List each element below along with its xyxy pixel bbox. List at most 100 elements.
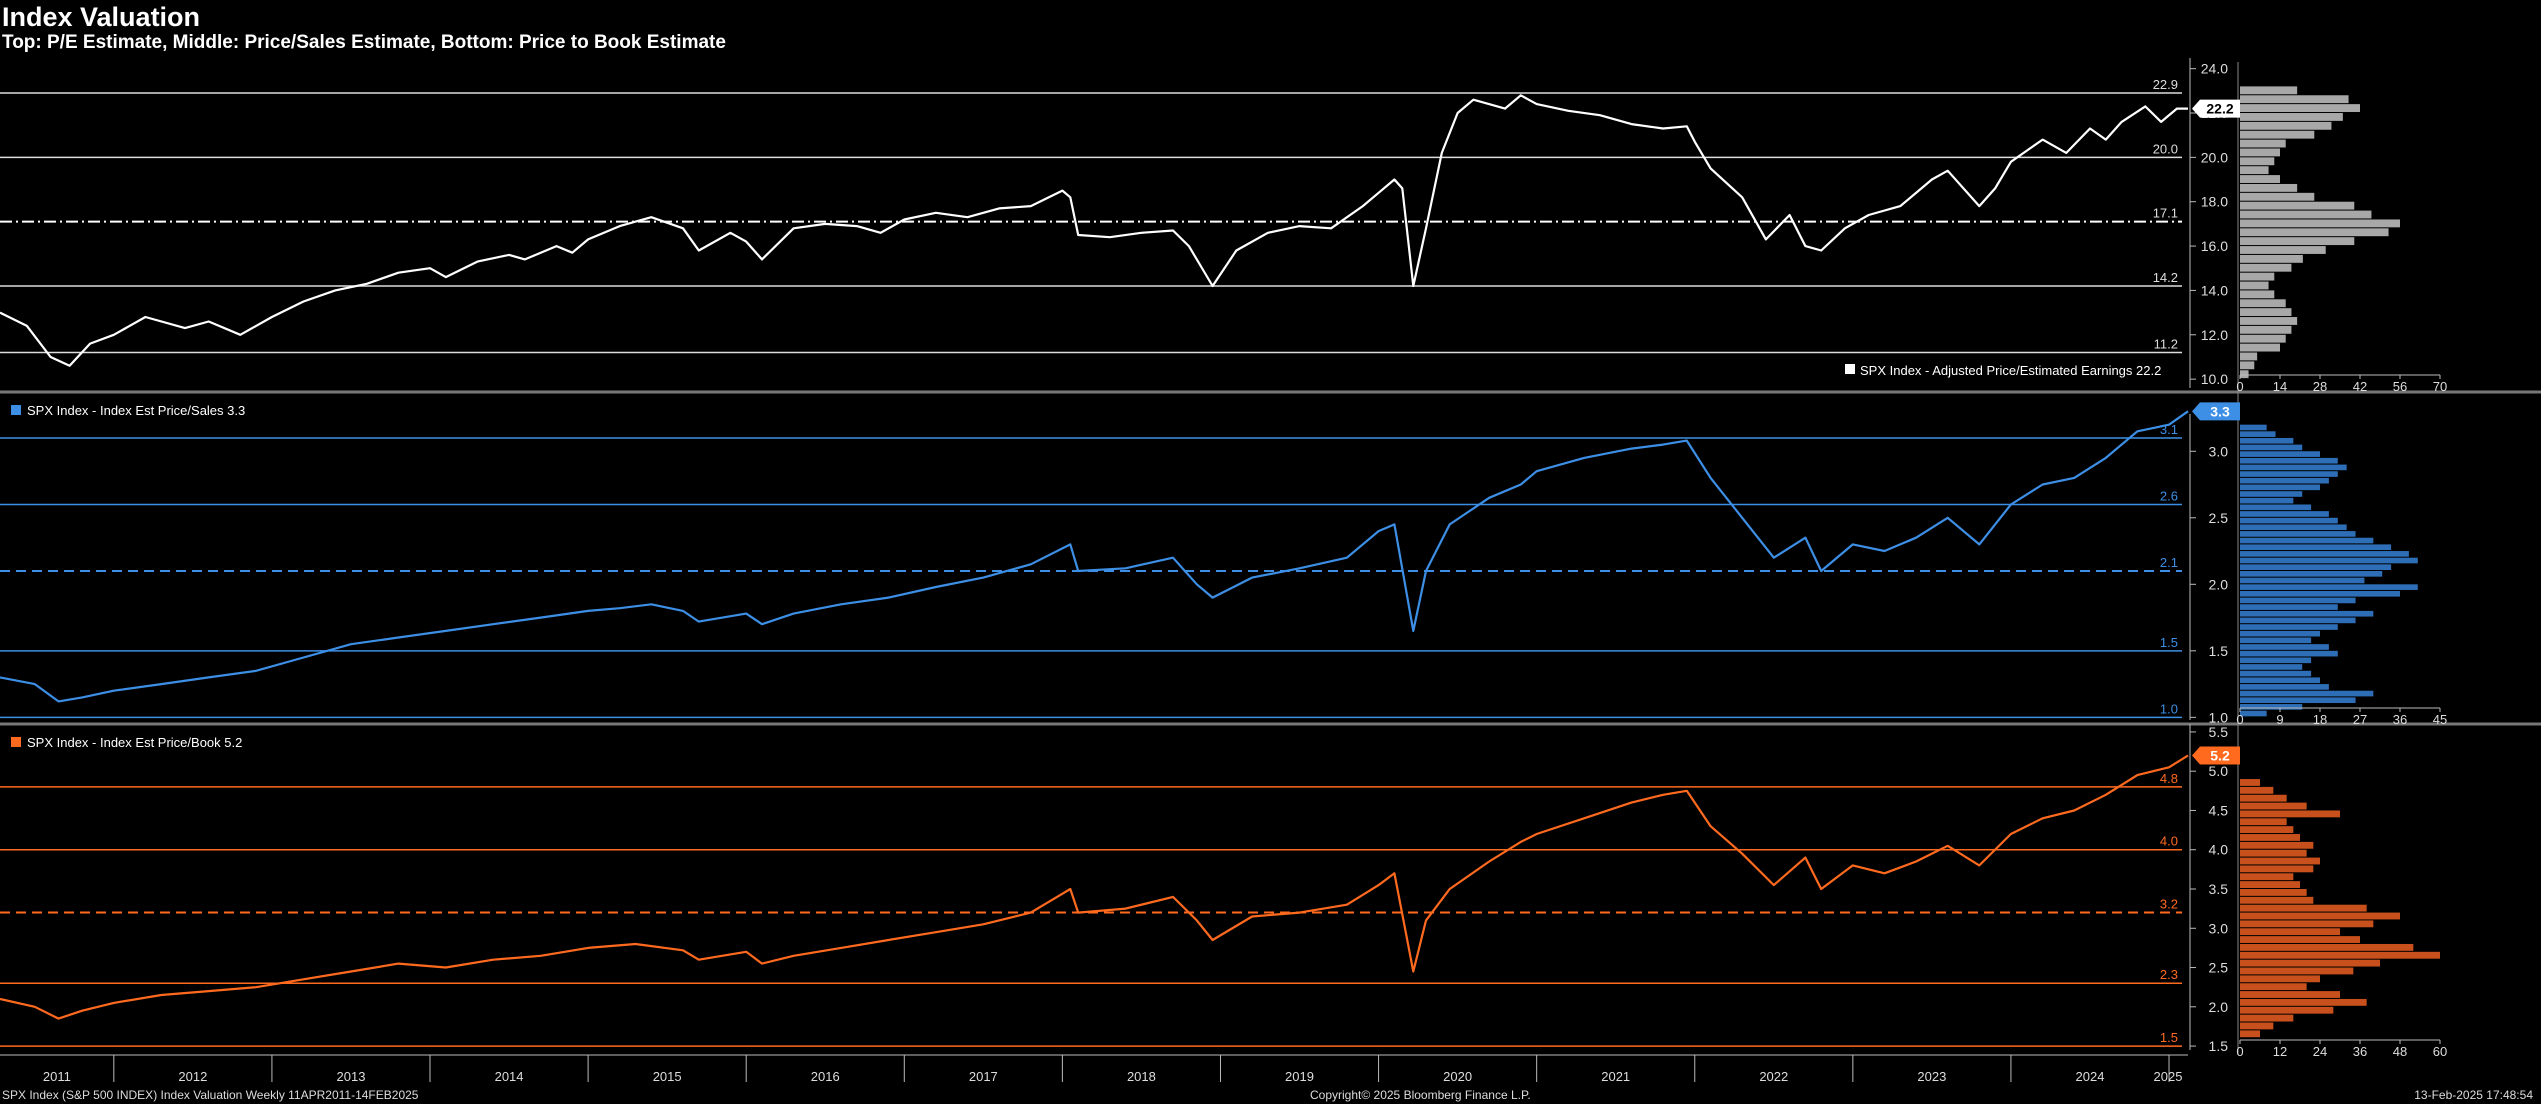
pe-hist-bar: [2240, 370, 2249, 379]
pb-hist-bar: [2240, 951, 2440, 959]
pe-hist-bar: [2240, 104, 2360, 113]
x-tick-label: 2018: [1127, 1069, 1156, 1084]
pe-hist-bar: [2240, 254, 2303, 263]
ps-hist-tick-label: 0: [2236, 712, 2243, 727]
pe-hist-bar: [2240, 352, 2258, 361]
ps-hist-bar: [2240, 597, 2356, 604]
pe-hist-bar: [2240, 86, 2298, 95]
ps-hist-bar: [2240, 644, 2329, 650]
ps-ref-label: 2.6: [2160, 488, 2178, 503]
pe-hist-bar: [2240, 343, 2280, 352]
x-tick-label: 2020: [1443, 1069, 1472, 1084]
pb-hist-bar: [2240, 967, 2354, 975]
pe-legend-box: [1838, 356, 2118, 384]
ps-hist-bar: [2240, 670, 2312, 677]
pb-hist-bar: [2240, 943, 2414, 951]
pb-hist-bar: [2240, 1014, 2294, 1022]
x-tick-label: 2015: [653, 1069, 682, 1084]
pb-hist-bar: [2240, 873, 2294, 881]
ps-hist-tick-label: 45: [2433, 712, 2447, 727]
pb-y-tick-label: 3.5: [2209, 881, 2229, 897]
pe-hist-bar: [2240, 317, 2298, 325]
pe-hist-bar: [2240, 192, 2315, 201]
pb-hist-bar: [2240, 975, 2320, 983]
pe-panel: 22.9 20.0 17.1 14.2 11.2 10.0 12.0 14.0 16.0 18.0…: [0, 58, 2447, 394]
ps-series-line: [0, 410, 2189, 703]
pe-legend-swatch: [1845, 364, 1855, 374]
pb-ref-label: 1.5: [2160, 1030, 2178, 1045]
pe-hist-bar: [2240, 290, 2275, 299]
x-tick-label: 2019: [1285, 1069, 1314, 1084]
ps-hist-tick-label: 9: [2276, 712, 2283, 727]
ps-hist-bar: [2240, 630, 2320, 637]
ps-hist-tick-label: 27: [2353, 712, 2367, 727]
pe-hist-tick-label: 70: [2433, 379, 2447, 394]
ps-hist-bar: [2240, 584, 2418, 590]
ps-ref-label: 2.1: [2160, 555, 2178, 570]
ps-current-badge: [2192, 402, 2240, 421]
footer-copyright: Copyright© 2025 Bloomberg Finance L.P.: [1310, 1088, 1531, 1102]
pb-hist-bar: [2240, 794, 2287, 802]
ps-hist-bar: [2240, 590, 2400, 597]
ps-hist-bar: [2240, 464, 2347, 471]
pe-y-tick-label: 24.0: [2201, 61, 2228, 77]
pb-hist-bar: [2240, 849, 2307, 857]
pe-hist-bar: [2240, 246, 2326, 254]
pb-hist-bar: [2240, 889, 2307, 896]
pe-y-tick-label: 14.0: [2201, 282, 2228, 298]
ps-hist-bar: [2240, 477, 2329, 484]
ps-y-tick-label: 3.0: [2209, 443, 2229, 459]
ps-hist-bar: [2240, 557, 2418, 564]
pe-hist-bar: [2240, 139, 2286, 148]
ps-hist-bar: [2240, 604, 2338, 610]
pb-ref-label: 4.8: [2160, 771, 2178, 786]
pe-current-value: 22.2: [2206, 101, 2233, 117]
ps-hist-bar: [2240, 444, 2303, 451]
ps-hist-bar: [2240, 617, 2356, 624]
ps-hist-bar: [2240, 697, 2356, 704]
ps-y-tick-label: 2.5: [2209, 510, 2229, 526]
pb-hist-tick-label: 24: [2313, 1044, 2327, 1059]
pe-hist-tick-label: 28: [2313, 379, 2327, 394]
pe-hist-bar: [2240, 219, 2400, 228]
ps-hist-bar: [2240, 524, 2347, 531]
pe-ref-label: 20.0: [2153, 141, 2178, 156]
pe-hist-bar: [2240, 308, 2292, 317]
pe-y-tick-label: 18.0: [2201, 194, 2228, 210]
pe-ref-label: 11.2: [2154, 337, 2178, 352]
pe-hist-tick-label: 42: [2353, 379, 2367, 394]
pb-y-tick-label: 5.5: [2209, 724, 2229, 740]
pe-hist-tick-label: 56: [2393, 379, 2407, 394]
pb-hist-bar: [2240, 841, 2314, 849]
x-tick-label: 2024: [2076, 1069, 2105, 1084]
ps-hist-bar: [2240, 577, 2365, 584]
pb-hist-bar: [2240, 1022, 2274, 1030]
pb-hist-bar: [2240, 896, 2314, 904]
pb-hist-bar: [2240, 834, 2300, 841]
chart-subtitle: Top: P/E Estimate, Middle: Price/Sales E…: [2, 32, 726, 53]
pe-hist-tick-label: 0: [2236, 379, 2243, 394]
pb-hist-bar: [2240, 865, 2314, 873]
pe-y-tick-label: 12.0: [2201, 327, 2228, 343]
pe-ref-label: 22.9: [2153, 77, 2178, 92]
pb-hist-bar: [2240, 991, 2340, 998]
pe-hist-bar: [2240, 299, 2286, 308]
pb-hist-bar: [2240, 904, 2367, 912]
pe-hist-bar: [2240, 228, 2389, 237]
pb-current-badge: [2192, 746, 2240, 765]
ps-hist-bar: [2240, 491, 2303, 497]
ps-hist-bar: [2240, 511, 2329, 517]
ps-hist-tick-label: 36: [2393, 712, 2407, 727]
pb-hist-bar: [2240, 857, 2320, 865]
ps-hist-bar: [2240, 704, 2303, 710]
ps-hist-bar: [2240, 564, 2392, 570]
chart-title: Index Valuation: [2, 2, 201, 32]
ps-hist-bar: [2240, 544, 2392, 551]
pe-hist-bar: [2240, 334, 2286, 343]
pe-hist-bar: [2240, 201, 2355, 210]
ps-hist-bar: [2240, 457, 2338, 464]
ps-hist-bar: [2240, 517, 2338, 524]
pb-hist-bar: [2240, 786, 2274, 794]
